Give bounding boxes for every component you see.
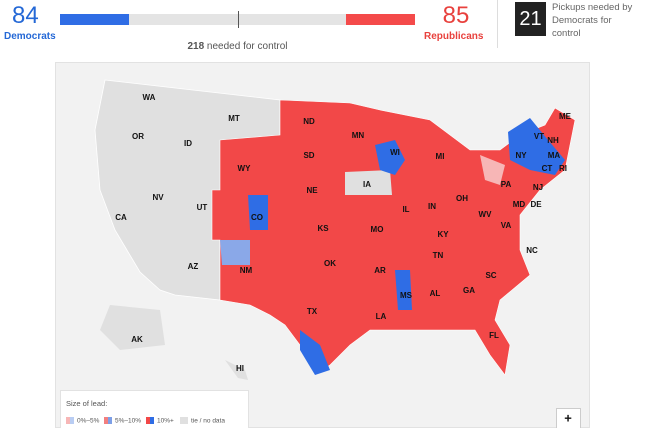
state-label: MA — [548, 151, 561, 160]
legend-swatch — [180, 417, 184, 424]
state-label: WY — [238, 164, 252, 173]
state-label: AR — [374, 266, 386, 275]
pickups-text: Pickups needed by Democrats for control — [552, 2, 633, 39]
legend-swatch — [104, 417, 108, 424]
rep-label: Republicans — [424, 31, 484, 42]
legend-swatch — [184, 417, 188, 424]
state-label: ND — [303, 117, 315, 126]
state-label: AZ — [188, 262, 199, 271]
state-label: TN — [433, 251, 444, 260]
state-label: AL — [430, 289, 441, 298]
blue-wi — [375, 140, 405, 175]
state-label: CA — [115, 213, 127, 222]
state-label: CO — [251, 213, 263, 222]
gray-iowa — [345, 170, 392, 195]
state-label: MS — [400, 291, 413, 300]
state-label: MT — [228, 114, 240, 123]
state-label: SD — [303, 151, 314, 160]
legend-label: 10%+ — [157, 418, 174, 425]
blue-ms — [395, 270, 412, 310]
state-label: VT — [534, 132, 544, 141]
seat-bar — [60, 11, 415, 28]
state-label: ME — [559, 112, 572, 121]
state-label: HI — [236, 364, 244, 373]
state-label: KS — [317, 224, 329, 233]
legend-swatch — [70, 417, 74, 424]
divider — [497, 0, 498, 48]
blue-tx — [300, 330, 330, 375]
legend-swatch — [146, 417, 150, 424]
legend-box — [60, 390, 249, 428]
state-label: DE — [530, 200, 542, 209]
zoom-label: + — [564, 410, 572, 425]
state-label: MN — [352, 131, 365, 140]
dem-seats: 84 — [12, 2, 39, 29]
control-note: 218 needed for control — [60, 41, 415, 52]
state-label: SC — [485, 271, 496, 280]
legend-title: Size of lead: — [66, 399, 107, 408]
dem-label: Democrats — [4, 31, 56, 42]
state-label: OR — [132, 132, 144, 141]
legend-label: 0%–5% — [77, 418, 100, 425]
blue-nm — [220, 240, 250, 265]
legend-swatch — [66, 417, 70, 424]
rep-seats: 85 — [442, 2, 470, 29]
state-label: WV — [479, 210, 493, 219]
state-label: NJ — [533, 183, 543, 192]
state-label: ID — [184, 139, 192, 148]
blue-colorado — [248, 195, 268, 230]
control-text: needed for control — [206, 41, 288, 52]
state-label: IL — [402, 205, 409, 214]
state-label: CT — [542, 164, 553, 173]
state-label: UT — [197, 203, 208, 212]
legend-label: tie / no data — [191, 418, 225, 425]
rep-bar — [345, 14, 415, 25]
state-label: PA — [501, 180, 512, 189]
state-label: MD — [513, 200, 526, 209]
state-label: OH — [456, 194, 468, 203]
zoom-button[interactable] — [556, 408, 581, 429]
state-label: IA — [363, 180, 371, 189]
state-label: LA — [376, 312, 387, 321]
state-label: VA — [501, 221, 512, 230]
state-label: MO — [371, 225, 384, 234]
legend-label: 5%–10% — [115, 418, 141, 425]
state-label: RI — [559, 164, 567, 173]
state-label: WA — [143, 93, 156, 102]
state-label: NV — [152, 193, 164, 202]
control-marker — [237, 11, 239, 28]
state-label: NY — [515, 151, 527, 160]
state-label: NM — [240, 266, 253, 275]
blue-northeast — [508, 118, 565, 175]
control-seats: 218 — [187, 41, 205, 52]
state-label: OK — [324, 259, 336, 268]
state-label: AK — [131, 335, 143, 344]
state-label: NC — [526, 246, 538, 255]
hawaii — [225, 360, 248, 380]
state-label: KY — [437, 230, 449, 239]
state-label: MI — [436, 152, 445, 161]
state-label: GA — [463, 286, 475, 295]
state-label: NE — [306, 186, 318, 195]
dem-bar — [60, 14, 129, 25]
state-label: TX — [307, 307, 318, 316]
legend-swatch — [150, 417, 154, 424]
alaska — [100, 305, 165, 350]
state-label: FL — [489, 331, 499, 340]
state-label: IN — [428, 202, 436, 211]
pink-ny — [480, 155, 505, 185]
state-label: NH — [547, 136, 559, 145]
map: WA MT OR ID ND MN SD WY WI MI NE IA NV UT CO IL IN OH PA NY… — [55, 62, 590, 428]
pickups: 21 — [515, 2, 546, 36]
state-label: WI — [390, 148, 400, 157]
legend-swatch — [108, 417, 112, 424]
